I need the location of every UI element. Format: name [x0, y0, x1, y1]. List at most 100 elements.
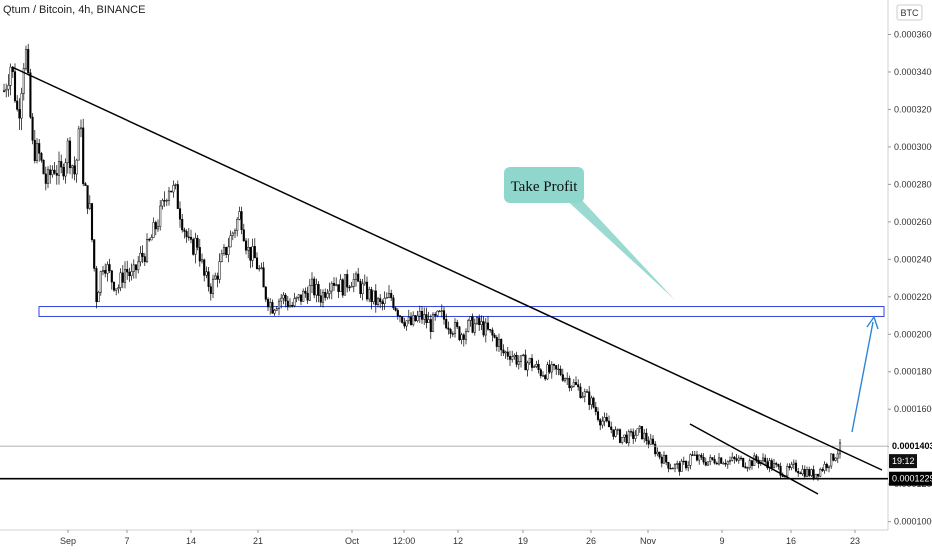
- candle-body: [700, 454, 703, 458]
- candle-body: [359, 281, 362, 294]
- candle-body: [715, 462, 718, 465]
- candle-body: [271, 302, 274, 314]
- candle-body: [139, 252, 142, 263]
- candle-body: [416, 315, 419, 322]
- candle-body: [816, 473, 820, 477]
- candle-body: [187, 236, 190, 238]
- candle-body: [251, 246, 254, 261]
- candle-body: [401, 316, 404, 323]
- y-tick-label: 0.0003600: [894, 29, 932, 39]
- candle-body: [218, 261, 221, 280]
- candle-body: [508, 356, 512, 360]
- candle-body: [7, 85, 10, 90]
- x-tick-label: 7: [124, 536, 129, 546]
- candle-body: [475, 317, 479, 324]
- candle-body: [431, 313, 435, 332]
- candle-body: [29, 72, 32, 118]
- candle-body: [379, 298, 382, 302]
- candle-body: [682, 460, 685, 463]
- candle-body: [220, 253, 223, 262]
- candle-body: [326, 293, 329, 298]
- candle-body: [825, 463, 828, 469]
- candle-body: [44, 173, 47, 184]
- candle-body: [805, 469, 809, 477]
- candle-body: [669, 468, 672, 470]
- candle-body: [159, 205, 162, 227]
- candle-body: [429, 319, 432, 332]
- candle-body: [101, 270, 105, 272]
- candle-body: [277, 300, 281, 309]
- candle-body: [717, 457, 721, 465]
- candle-body: [438, 310, 441, 313]
- candle-body: [599, 419, 602, 426]
- candle-body: [420, 310, 424, 320]
- candle-body: [493, 334, 496, 338]
- candle-body: [332, 283, 336, 286]
- candle-body: [495, 337, 498, 347]
- candle-body: [748, 460, 751, 468]
- candle-body: [810, 469, 813, 476]
- candle-body: [269, 302, 272, 308]
- candle-body: [627, 431, 630, 444]
- candle-body: [249, 246, 252, 261]
- candle-body: [799, 472, 802, 475]
- candle-body: [203, 259, 206, 276]
- candle-body: [90, 203, 94, 240]
- candle-body: [49, 169, 52, 176]
- candle-body: [16, 100, 19, 110]
- candle-body: [291, 304, 294, 307]
- candle-body: [55, 173, 58, 176]
- candle-body: [240, 211, 243, 231]
- candle-body: [330, 283, 333, 292]
- candle-body: [132, 264, 135, 272]
- callout-box[interactable]: [504, 167, 584, 203]
- candle-body: [460, 334, 463, 340]
- candle-body: [9, 66, 12, 86]
- candle-body: [572, 382, 575, 387]
- candle-body: [321, 292, 325, 303]
- candle-body: [544, 375, 547, 380]
- candle-body: [517, 361, 520, 365]
- support-label-bg: [889, 471, 932, 486]
- candle-body: [383, 297, 386, 304]
- x-tick-label: 21: [253, 536, 263, 546]
- candle-body: [60, 161, 63, 168]
- upper-trendline[interactable]: [11, 66, 883, 471]
- candle-body: [550, 364, 553, 373]
- currency-badge[interactable]: BTC: [896, 4, 923, 21]
- candle-body: [227, 246, 230, 255]
- candle-body: [673, 464, 677, 469]
- candle-body: [548, 364, 551, 373]
- candle-body: [704, 461, 707, 466]
- candle-body: [84, 183, 87, 186]
- candle-body: [361, 283, 364, 294]
- candle-body: [506, 351, 509, 357]
- take-profit-zone[interactable]: [38, 306, 885, 317]
- candle-body: [293, 298, 296, 307]
- candle-body: [645, 432, 648, 441]
- drawings-layer[interactable]: Take Profit: [0, 66, 888, 495]
- price-axis: 0.00010000.00012000.00014000.00016000.00…: [0, 0, 932, 531]
- candle-body: [625, 434, 628, 444]
- candle-body: [533, 366, 536, 368]
- lower-trendline[interactable]: [689, 423, 819, 495]
- candle-body: [88, 203, 91, 209]
- currency-badge-label: BTC: [901, 8, 920, 18]
- candle-body: [658, 451, 661, 458]
- projection-arrow-line[interactable]: [851, 321, 874, 433]
- x-tick-label: 12:00: [393, 536, 416, 546]
- candle-body: [570, 386, 573, 389]
- candle-body: [836, 453, 839, 459]
- candle-body: [590, 397, 593, 405]
- candle-body: [176, 184, 179, 209]
- candle-body: [198, 247, 201, 262]
- candle-body: [636, 428, 639, 436]
- x-tick-label: Sep: [60, 536, 76, 546]
- candle-body: [64, 162, 67, 177]
- candle-body: [38, 143, 41, 154]
